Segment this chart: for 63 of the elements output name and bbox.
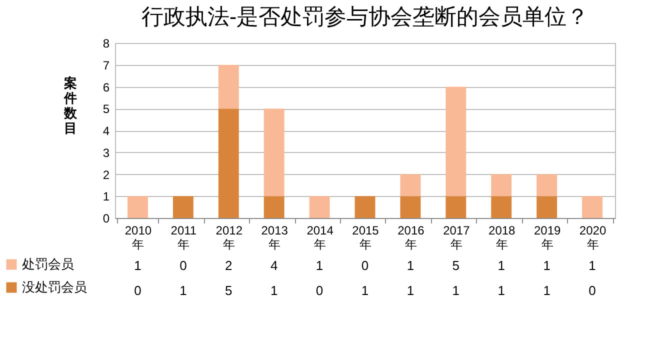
data-label: 1 <box>543 258 550 273</box>
bar <box>264 108 284 196</box>
bar <box>536 196 558 218</box>
data-label: 1 <box>406 258 414 273</box>
bar <box>491 196 512 218</box>
data-label: 1 <box>543 283 550 298</box>
x-tick-label: 2013年 <box>261 224 288 252</box>
bar <box>582 196 602 218</box>
x-tick-label: 2011年 <box>170 224 197 252</box>
data-label: 1 <box>452 283 460 298</box>
data-label: 5 <box>452 258 460 273</box>
data-label: 1 <box>361 283 369 298</box>
data-label: 1 <box>180 283 187 298</box>
bar <box>218 64 239 109</box>
x-tick-label: 2010年 <box>124 224 152 252</box>
data-label: 0 <box>316 283 324 298</box>
y-tick-label: 4 <box>102 124 110 138</box>
bar <box>446 86 466 196</box>
data-label: 0 <box>588 283 596 298</box>
y-tick-label: 3 <box>102 146 110 160</box>
y-tick-label: 7 <box>102 58 110 72</box>
data-label: 4 <box>270 258 278 273</box>
bar <box>400 196 421 218</box>
bar <box>491 174 512 196</box>
data-label: 1 <box>498 283 505 298</box>
data-label: 0 <box>361 258 369 273</box>
data-label: 1 <box>498 258 505 273</box>
y-tick-label: 6 <box>102 80 110 94</box>
data-label: 1 <box>406 283 414 298</box>
x-tick-label: 2018年 <box>488 224 516 252</box>
y-tick-label: 5 <box>102 102 110 116</box>
data-label: 1 <box>270 283 278 298</box>
bar <box>128 196 148 218</box>
y-tick-label: 0 <box>102 212 110 226</box>
x-tick-label: 2019年 <box>534 224 561 252</box>
x-tick-label: 2014年 <box>306 224 334 252</box>
data-label: 1 <box>316 258 324 273</box>
legend-label: 处罚会员 <box>22 256 74 272</box>
y-tick-label: 2 <box>102 168 110 182</box>
bar <box>536 174 558 196</box>
bar <box>309 196 330 218</box>
y-axis-title: 案件数目 <box>63 76 78 136</box>
x-tick-label: 2017年 <box>443 224 470 252</box>
bar <box>218 108 239 218</box>
data-label: 0 <box>134 283 142 298</box>
data-label: 2 <box>225 258 232 273</box>
bar <box>400 174 421 196</box>
x-tick-label: 2016年 <box>398 224 425 252</box>
data-label: 0 <box>180 258 187 273</box>
x-tick-label: 2020年 <box>579 224 606 252</box>
x-tick-label: 2015年 <box>352 224 380 252</box>
legend-label: 没处罚会员 <box>22 280 87 294</box>
bar <box>172 196 194 218</box>
bar <box>354 196 376 218</box>
data-label: 1 <box>588 258 596 273</box>
chart-title: 行政执法-是否处罚参与协会垄断的会员单位？ <box>141 4 589 29</box>
bar <box>264 196 284 218</box>
x-tick-label: 2012年 <box>216 224 243 252</box>
data-label: 5 <box>225 283 232 298</box>
y-tick-label: 8 <box>102 36 110 50</box>
y-tick-label: 1 <box>102 190 110 204</box>
bar <box>446 196 466 218</box>
data-label: 1 <box>134 258 142 273</box>
